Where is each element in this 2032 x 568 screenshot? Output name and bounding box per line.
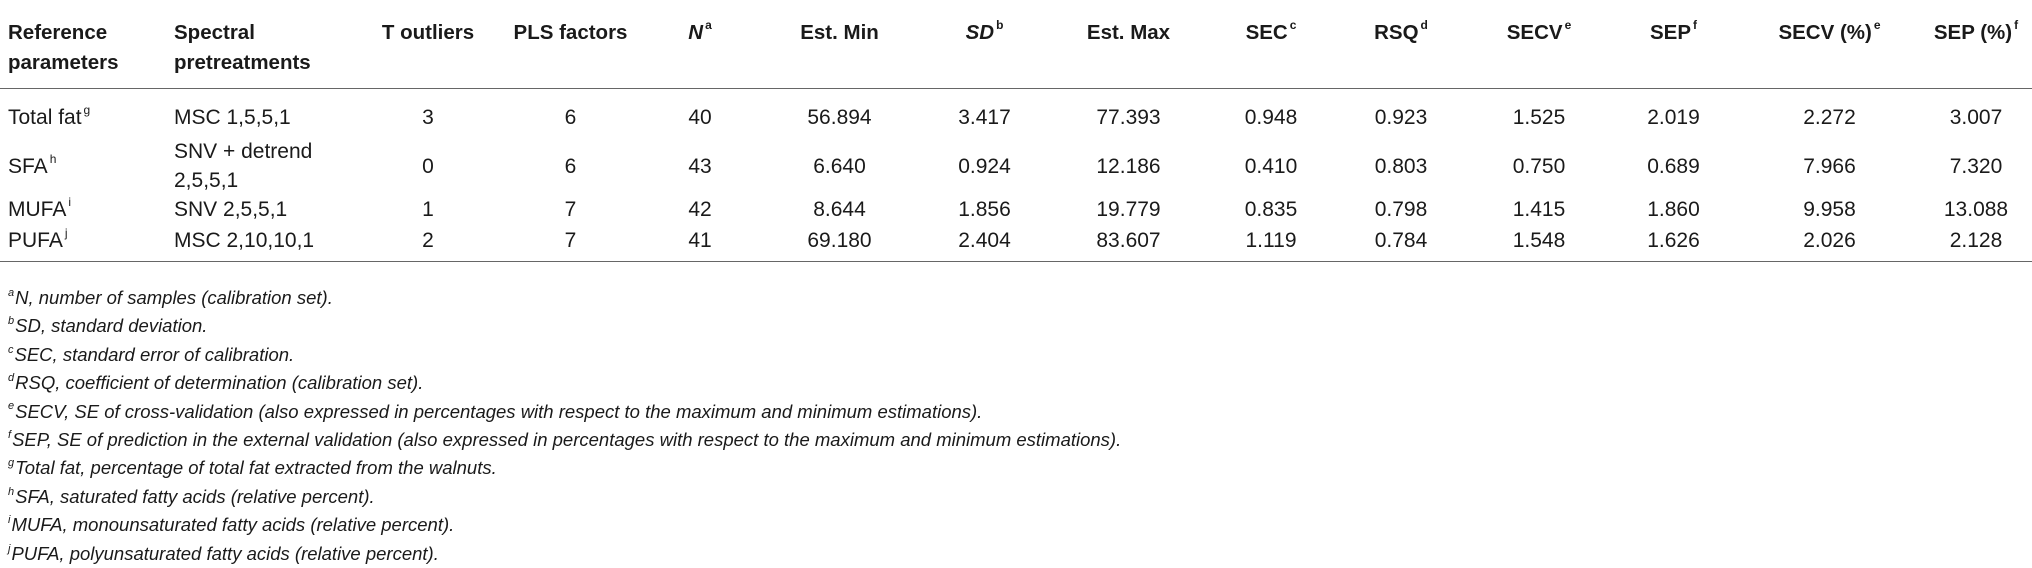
header-spectral-pretreatments: Spectral pretreatments [174, 21, 311, 74]
footnote: iMUFA, monounsaturated fatty acids (rela… [8, 514, 455, 536]
cell-secv-pct: 2.026 [1803, 229, 1856, 252]
cell-est-max: 77.393 [1096, 106, 1161, 129]
footnote: bSD, standard deviation. [8, 315, 208, 337]
cell-t-outliers: 3 [422, 106, 434, 129]
cell-secv-pct: 9.958 [1803, 198, 1856, 221]
cell-pls: 6 [564, 154, 577, 178]
header-secv: SECV e [1506, 18, 1572, 44]
cell-rsq: 0.798 [1374, 198, 1428, 221]
footnote: dRSQ, coefficient of determination (cali… [8, 372, 424, 394]
cell-sd: 1.856 [958, 198, 1011, 221]
cell-param: PUFA j [8, 226, 68, 252]
header-est-max: Est. Max [1086, 21, 1171, 44]
footnote: hSFA, saturated fatty acids (relative pe… [8, 485, 375, 507]
cell-sep: 1.626 [1647, 229, 1700, 252]
footnote: eSECV, SE of cross-validation (also expr… [8, 400, 983, 422]
cell-sec: 0.948 [1244, 106, 1298, 129]
cell-n: 43 [688, 154, 712, 178]
table-header-row: Reference parameters Spectral pretreatme… [0, 6, 2032, 89]
cell-sep: 0.689 [1647, 154, 1700, 178]
cell-rsq: 0.803 [1374, 154, 1428, 178]
calibration-table: Reference parameters Spectral pretreatme… [0, 6, 2032, 262]
header-secv-pct: SECV (%) e [1778, 18, 1881, 44]
footnote: fSEP, SE of prediction in the external v… [8, 428, 1122, 451]
cell-sec: 1.119 [1245, 229, 1297, 252]
footnote: cSEC, standard error of calibration. [8, 343, 295, 365]
header-pls-factors: PLS factors [513, 21, 628, 44]
cell-pretreatment: SNV 2,5,5,1 [174, 198, 288, 221]
table-row: SFA h SNV + detrend 2,5,5,1 0 6 43 6.640 … [0, 137, 2032, 195]
cell-n: 41 [688, 229, 712, 252]
cell-secv: 1.548 [1512, 229, 1566, 252]
header-est-min: Est. Min [800, 21, 879, 44]
cell-pretreatment: SNV + detrend 2,5,5,1 [174, 140, 313, 192]
cell-sec: 0.410 [1244, 154, 1298, 178]
header-sec: SEC c [1245, 18, 1297, 44]
cell-param: SFA h [8, 151, 57, 178]
cell-rsq: 0.784 [1374, 229, 1428, 252]
cell-est-min: 8.644 [813, 198, 866, 221]
footnote: aN, number of samples (calibration set). [8, 286, 333, 308]
cell-t-outliers: 2 [422, 229, 434, 252]
cell-sep-pct: 13.088 [1943, 198, 2009, 221]
table-row: MUFA i SNV 2,5,5,1 1 7 42 8.644 1.856 19.… [0, 195, 2032, 226]
footnote: gTotal fat, percentage of total fat extr… [8, 457, 497, 479]
cell-sep-pct: 7.320 [1949, 154, 2003, 178]
cell-est-max: 83.607 [1096, 229, 1161, 252]
cell-sd: 2.404 [958, 229, 1011, 252]
footnotes: aN, number of samples (calibration set).… [8, 284, 1121, 568]
table-row: Total fat g MSC 1,5,5,1 3 6 40 56.894 3.4… [0, 89, 2032, 138]
cell-est-min: 6.640 [813, 154, 866, 178]
cell-est-min: 69.180 [807, 229, 872, 252]
header-reference-parameters: Reference parameters [8, 21, 119, 74]
cell-secv: 1.525 [1512, 106, 1566, 129]
cell-t-outliers: 0 [422, 154, 434, 178]
cell-secv-pct: 7.966 [1803, 154, 1856, 178]
cell-est-min: 56.894 [807, 106, 872, 129]
cell-pls: 7 [564, 198, 577, 221]
cell-pretreatment: MSC 2,10,10,1 [174, 229, 315, 252]
header-t-outliers: T outliers [381, 21, 475, 44]
header-sd: SD b [965, 18, 1004, 44]
cell-est-max: 19.779 [1096, 198, 1161, 221]
header-sep: SEP f [1649, 18, 1698, 44]
cell-secv: 0.750 [1512, 154, 1566, 178]
cell-sd: 0.924 [958, 154, 1011, 178]
cell-sd: 3.417 [958, 106, 1011, 129]
footnote: jPUFA, polyunsaturated fatty acids (rela… [8, 542, 439, 564]
cell-pls: 6 [564, 106, 577, 129]
cell-pls: 7 [564, 229, 577, 252]
cell-sep: 1.860 [1647, 198, 1700, 221]
cell-param: Total fat g [8, 103, 91, 129]
cell-sep-pct: 2.128 [1949, 229, 2003, 252]
cell-sec: 0.835 [1244, 198, 1298, 221]
cell-rsq: 0.923 [1374, 106, 1428, 129]
cell-secv: 1.415 [1512, 198, 1566, 221]
header-sep-pct: SEP (%) f [1933, 18, 2019, 44]
cell-sep: 2.019 [1647, 106, 1700, 129]
cell-t-outliers: 1 [422, 198, 434, 221]
cell-n: 42 [688, 198, 712, 221]
cell-param: MUFA i [8, 195, 72, 221]
cell-est-max: 12.186 [1096, 154, 1161, 178]
table-row: PUFA j MSC 2,10,10,1 2 7 41 69.180 2.404 … [0, 226, 2032, 262]
cell-n: 40 [688, 106, 712, 129]
cell-secv-pct: 2.272 [1803, 106, 1856, 129]
cell-pretreatment: MSC 1,5,5,1 [174, 106, 291, 129]
cell-sep-pct: 3.007 [1949, 106, 2003, 129]
header-rsq: RSQ d [1374, 18, 1428, 44]
